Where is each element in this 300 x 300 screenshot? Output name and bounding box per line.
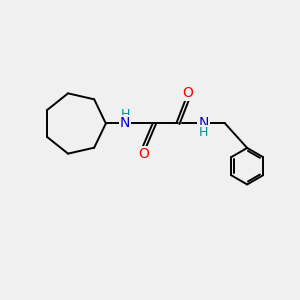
Text: N: N: [120, 116, 130, 130]
Text: H: H: [120, 108, 130, 121]
Text: H: H: [199, 126, 208, 140]
Text: O: O: [182, 86, 193, 100]
Text: O: O: [138, 147, 149, 161]
Text: N: N: [198, 116, 209, 130]
